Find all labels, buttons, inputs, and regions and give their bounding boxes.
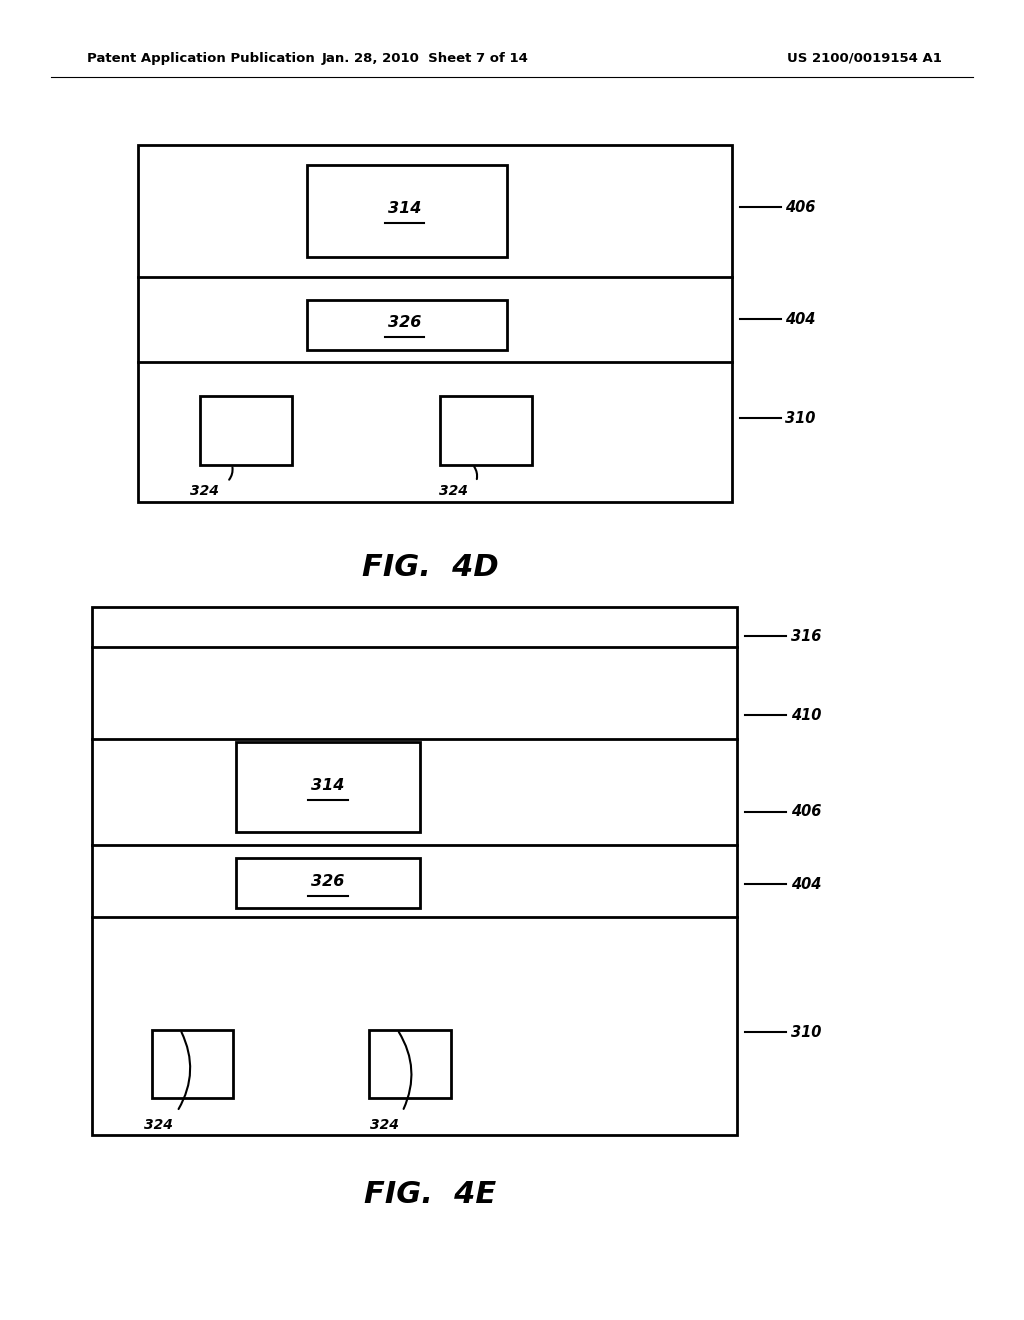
Text: 316: 316 <box>791 628 821 644</box>
Text: 406: 406 <box>785 199 816 215</box>
Text: 410: 410 <box>791 708 821 723</box>
Text: 326: 326 <box>311 874 344 890</box>
Bar <box>307 165 507 257</box>
Text: 406: 406 <box>791 804 821 820</box>
Bar <box>236 858 420 908</box>
Text: 404: 404 <box>785 312 816 327</box>
Text: US 2100/0019154 A1: US 2100/0019154 A1 <box>787 51 942 65</box>
Text: FIG.  4E: FIG. 4E <box>364 1180 497 1209</box>
Bar <box>92 607 737 1135</box>
Text: 324: 324 <box>370 1118 398 1131</box>
Bar <box>369 1030 451 1098</box>
Text: FIG.  4D: FIG. 4D <box>361 553 499 582</box>
Text: Jan. 28, 2010  Sheet 7 of 14: Jan. 28, 2010 Sheet 7 of 14 <box>322 51 528 65</box>
Bar <box>200 396 292 465</box>
Text: 324: 324 <box>439 484 468 498</box>
Bar <box>440 396 532 465</box>
Bar <box>138 145 732 502</box>
Bar <box>152 1030 233 1098</box>
Text: 314: 314 <box>388 201 421 216</box>
Text: 404: 404 <box>791 876 821 892</box>
Text: 310: 310 <box>785 411 816 426</box>
Text: Patent Application Publication: Patent Application Publication <box>87 51 314 65</box>
Text: 314: 314 <box>311 777 344 793</box>
Text: 326: 326 <box>388 314 421 330</box>
Text: 310: 310 <box>791 1024 821 1040</box>
Text: 324: 324 <box>144 1118 173 1131</box>
Bar <box>307 300 507 350</box>
Text: 324: 324 <box>190 484 219 498</box>
Bar <box>236 742 420 832</box>
